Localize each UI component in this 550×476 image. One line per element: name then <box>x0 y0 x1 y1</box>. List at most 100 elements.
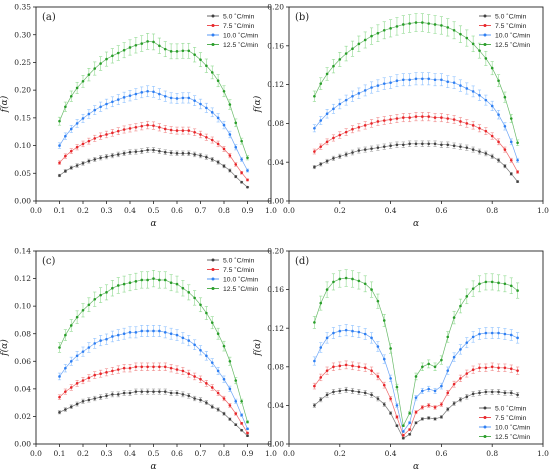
data-point <box>122 96 126 99</box>
data-point <box>163 365 167 369</box>
data-point <box>152 329 155 333</box>
data-point <box>158 329 161 333</box>
data-point <box>228 417 232 421</box>
data-point <box>446 26 450 29</box>
data-point <box>452 28 456 32</box>
data-point <box>459 304 462 308</box>
data-point <box>497 390 500 394</box>
data-point <box>363 38 367 42</box>
data-point <box>158 365 161 369</box>
data-point <box>452 355 456 359</box>
plot-frame <box>288 6 544 202</box>
data-point <box>402 434 405 437</box>
data-point <box>478 126 481 130</box>
data-point <box>122 332 126 336</box>
data-point <box>370 86 373 89</box>
data-point <box>497 281 500 285</box>
x-tick-label: 0.7 <box>195 206 207 215</box>
x-tick-label: 1.0 <box>265 449 277 458</box>
x-tick-label: 1.0 <box>537 206 549 215</box>
data-point <box>433 23 437 26</box>
data-point <box>452 144 456 148</box>
data-point <box>134 125 138 129</box>
data-point <box>75 354 79 358</box>
data-point <box>199 133 202 136</box>
data-point <box>370 336 373 340</box>
y-axis-label: f(α) <box>0 95 10 113</box>
data-point <box>313 126 316 130</box>
data-point <box>389 27 392 30</box>
data-point <box>376 375 380 378</box>
data-point <box>87 73 91 76</box>
data-point <box>497 113 500 116</box>
data-point <box>240 171 243 175</box>
x-tick-label: 0.0 <box>30 449 42 458</box>
data-point <box>122 128 126 131</box>
data-point <box>111 393 114 396</box>
data-point <box>205 155 208 159</box>
data-point <box>75 145 79 149</box>
data-point <box>122 48 126 52</box>
legend-label: 10.0 ˚C/min <box>223 31 258 39</box>
data-point <box>140 91 144 94</box>
data-point <box>509 172 513 176</box>
data-point <box>465 146 469 149</box>
data-point <box>134 365 138 369</box>
legend-label: 12.5 ˚C/min <box>495 433 530 441</box>
data-point <box>325 72 329 76</box>
data-point <box>370 369 373 372</box>
data-point <box>199 154 202 157</box>
data-point <box>351 277 354 281</box>
data-point <box>427 404 431 407</box>
x-tick-label: 0.6 <box>435 449 447 458</box>
data-point <box>210 71 214 74</box>
data-point <box>313 384 316 388</box>
data-point <box>395 79 399 83</box>
data-point <box>433 417 437 421</box>
panel-c: 0.0 0.1 0.2 0.3 0.4 0.5 0.6 0.7 0.8 0.9 1.0 0.00 0.0… <box>0 247 277 472</box>
data-point <box>370 288 373 291</box>
data-point <box>58 174 61 177</box>
data-point <box>58 144 61 147</box>
legend-label: 7.5 ˚C/min <box>223 266 255 274</box>
legend-label: 12.5 ˚C/min <box>495 41 530 49</box>
data-point <box>193 53 196 56</box>
data-point <box>389 377 392 380</box>
y-tick-label: 0.12 <box>267 80 284 89</box>
plot-frame <box>35 6 272 202</box>
data-point <box>93 108 97 112</box>
data-point <box>169 50 173 53</box>
data-point <box>87 376 91 380</box>
data-point <box>440 143 443 147</box>
x-tick-label: 0.0 <box>30 206 42 215</box>
data-point <box>193 99 196 102</box>
legend-marker <box>483 14 487 18</box>
data-point <box>363 366 367 370</box>
data-point <box>325 159 329 163</box>
data-point <box>325 140 329 144</box>
data-point <box>465 395 469 399</box>
x-tick-label: 0.3 <box>101 206 113 215</box>
data-point <box>105 337 108 341</box>
data-point <box>402 143 405 147</box>
x-tick-label: 0.2 <box>334 449 346 458</box>
data-point <box>509 367 513 371</box>
data-point <box>99 105 102 109</box>
data-point <box>228 404 232 407</box>
data-point <box>134 150 138 153</box>
data-point <box>471 90 475 93</box>
data-point <box>93 342 97 345</box>
x-tick-label: 0.8 <box>486 449 498 458</box>
data-point <box>140 149 144 153</box>
panel-label: (d) <box>295 256 309 267</box>
data-point <box>484 366 488 370</box>
data-point <box>509 391 513 395</box>
data-point <box>228 133 232 136</box>
data-point <box>175 368 179 371</box>
series-line <box>314 329 518 433</box>
data-point <box>338 133 342 137</box>
data-point <box>497 366 500 370</box>
panel-label: (b) <box>295 12 309 23</box>
data-point <box>146 148 149 152</box>
data-point <box>210 386 214 389</box>
